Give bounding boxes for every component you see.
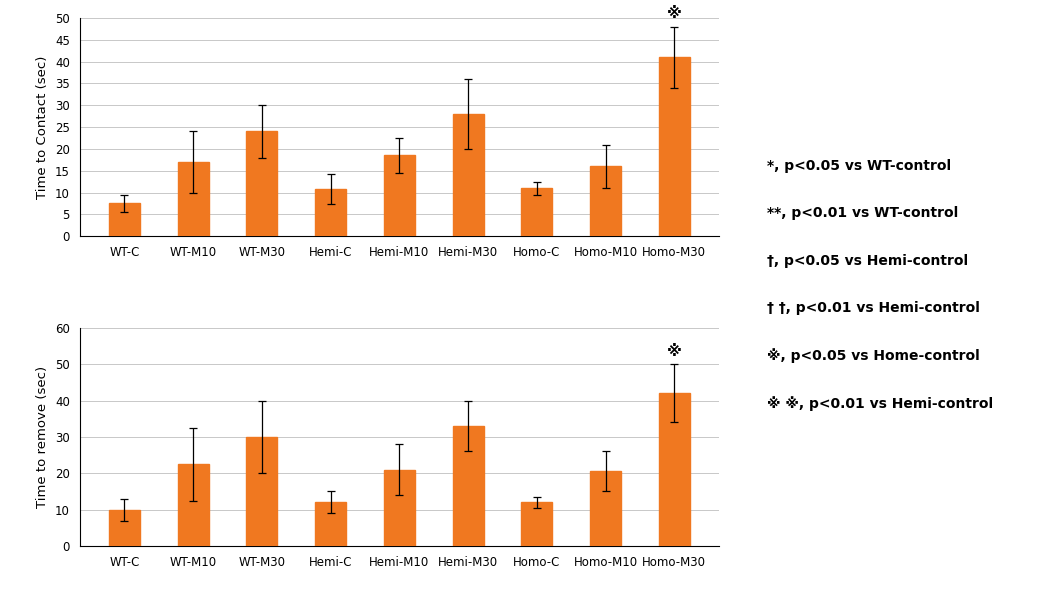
Bar bbox=[109, 509, 140, 546]
Text: *, p<0.05 vs WT-control: *, p<0.05 vs WT-control bbox=[768, 159, 952, 173]
Bar bbox=[452, 114, 483, 236]
Bar bbox=[383, 470, 415, 546]
Bar bbox=[315, 502, 346, 546]
Y-axis label: Time to remove (sec): Time to remove (sec) bbox=[36, 366, 50, 508]
Bar bbox=[658, 393, 690, 546]
Bar bbox=[590, 166, 621, 236]
Text: ※ ※, p<0.01 vs Hemi-control: ※ ※, p<0.01 vs Hemi-control bbox=[768, 396, 994, 411]
Text: ※, p<0.05 vs Home-control: ※, p<0.05 vs Home-control bbox=[768, 349, 980, 364]
Bar bbox=[383, 155, 415, 236]
Bar bbox=[177, 162, 208, 236]
Text: †, p<0.05 vs Hemi-control: †, p<0.05 vs Hemi-control bbox=[768, 254, 969, 268]
Bar bbox=[590, 472, 621, 546]
Bar bbox=[109, 203, 140, 236]
Bar bbox=[521, 188, 552, 236]
Y-axis label: Time to Contact (sec): Time to Contact (sec) bbox=[36, 55, 50, 199]
Bar bbox=[658, 57, 690, 236]
Text: † †, p<0.01 vs Hemi-control: † †, p<0.01 vs Hemi-control bbox=[768, 301, 980, 316]
Text: ※: ※ bbox=[667, 7, 682, 22]
Bar bbox=[246, 437, 277, 546]
Bar bbox=[315, 189, 346, 236]
Text: **, p<0.01 vs WT-control: **, p<0.01 vs WT-control bbox=[768, 206, 959, 220]
Bar bbox=[246, 131, 277, 236]
Bar bbox=[177, 464, 208, 546]
Text: ※: ※ bbox=[667, 344, 682, 359]
Bar bbox=[452, 426, 483, 546]
Bar bbox=[521, 502, 552, 546]
